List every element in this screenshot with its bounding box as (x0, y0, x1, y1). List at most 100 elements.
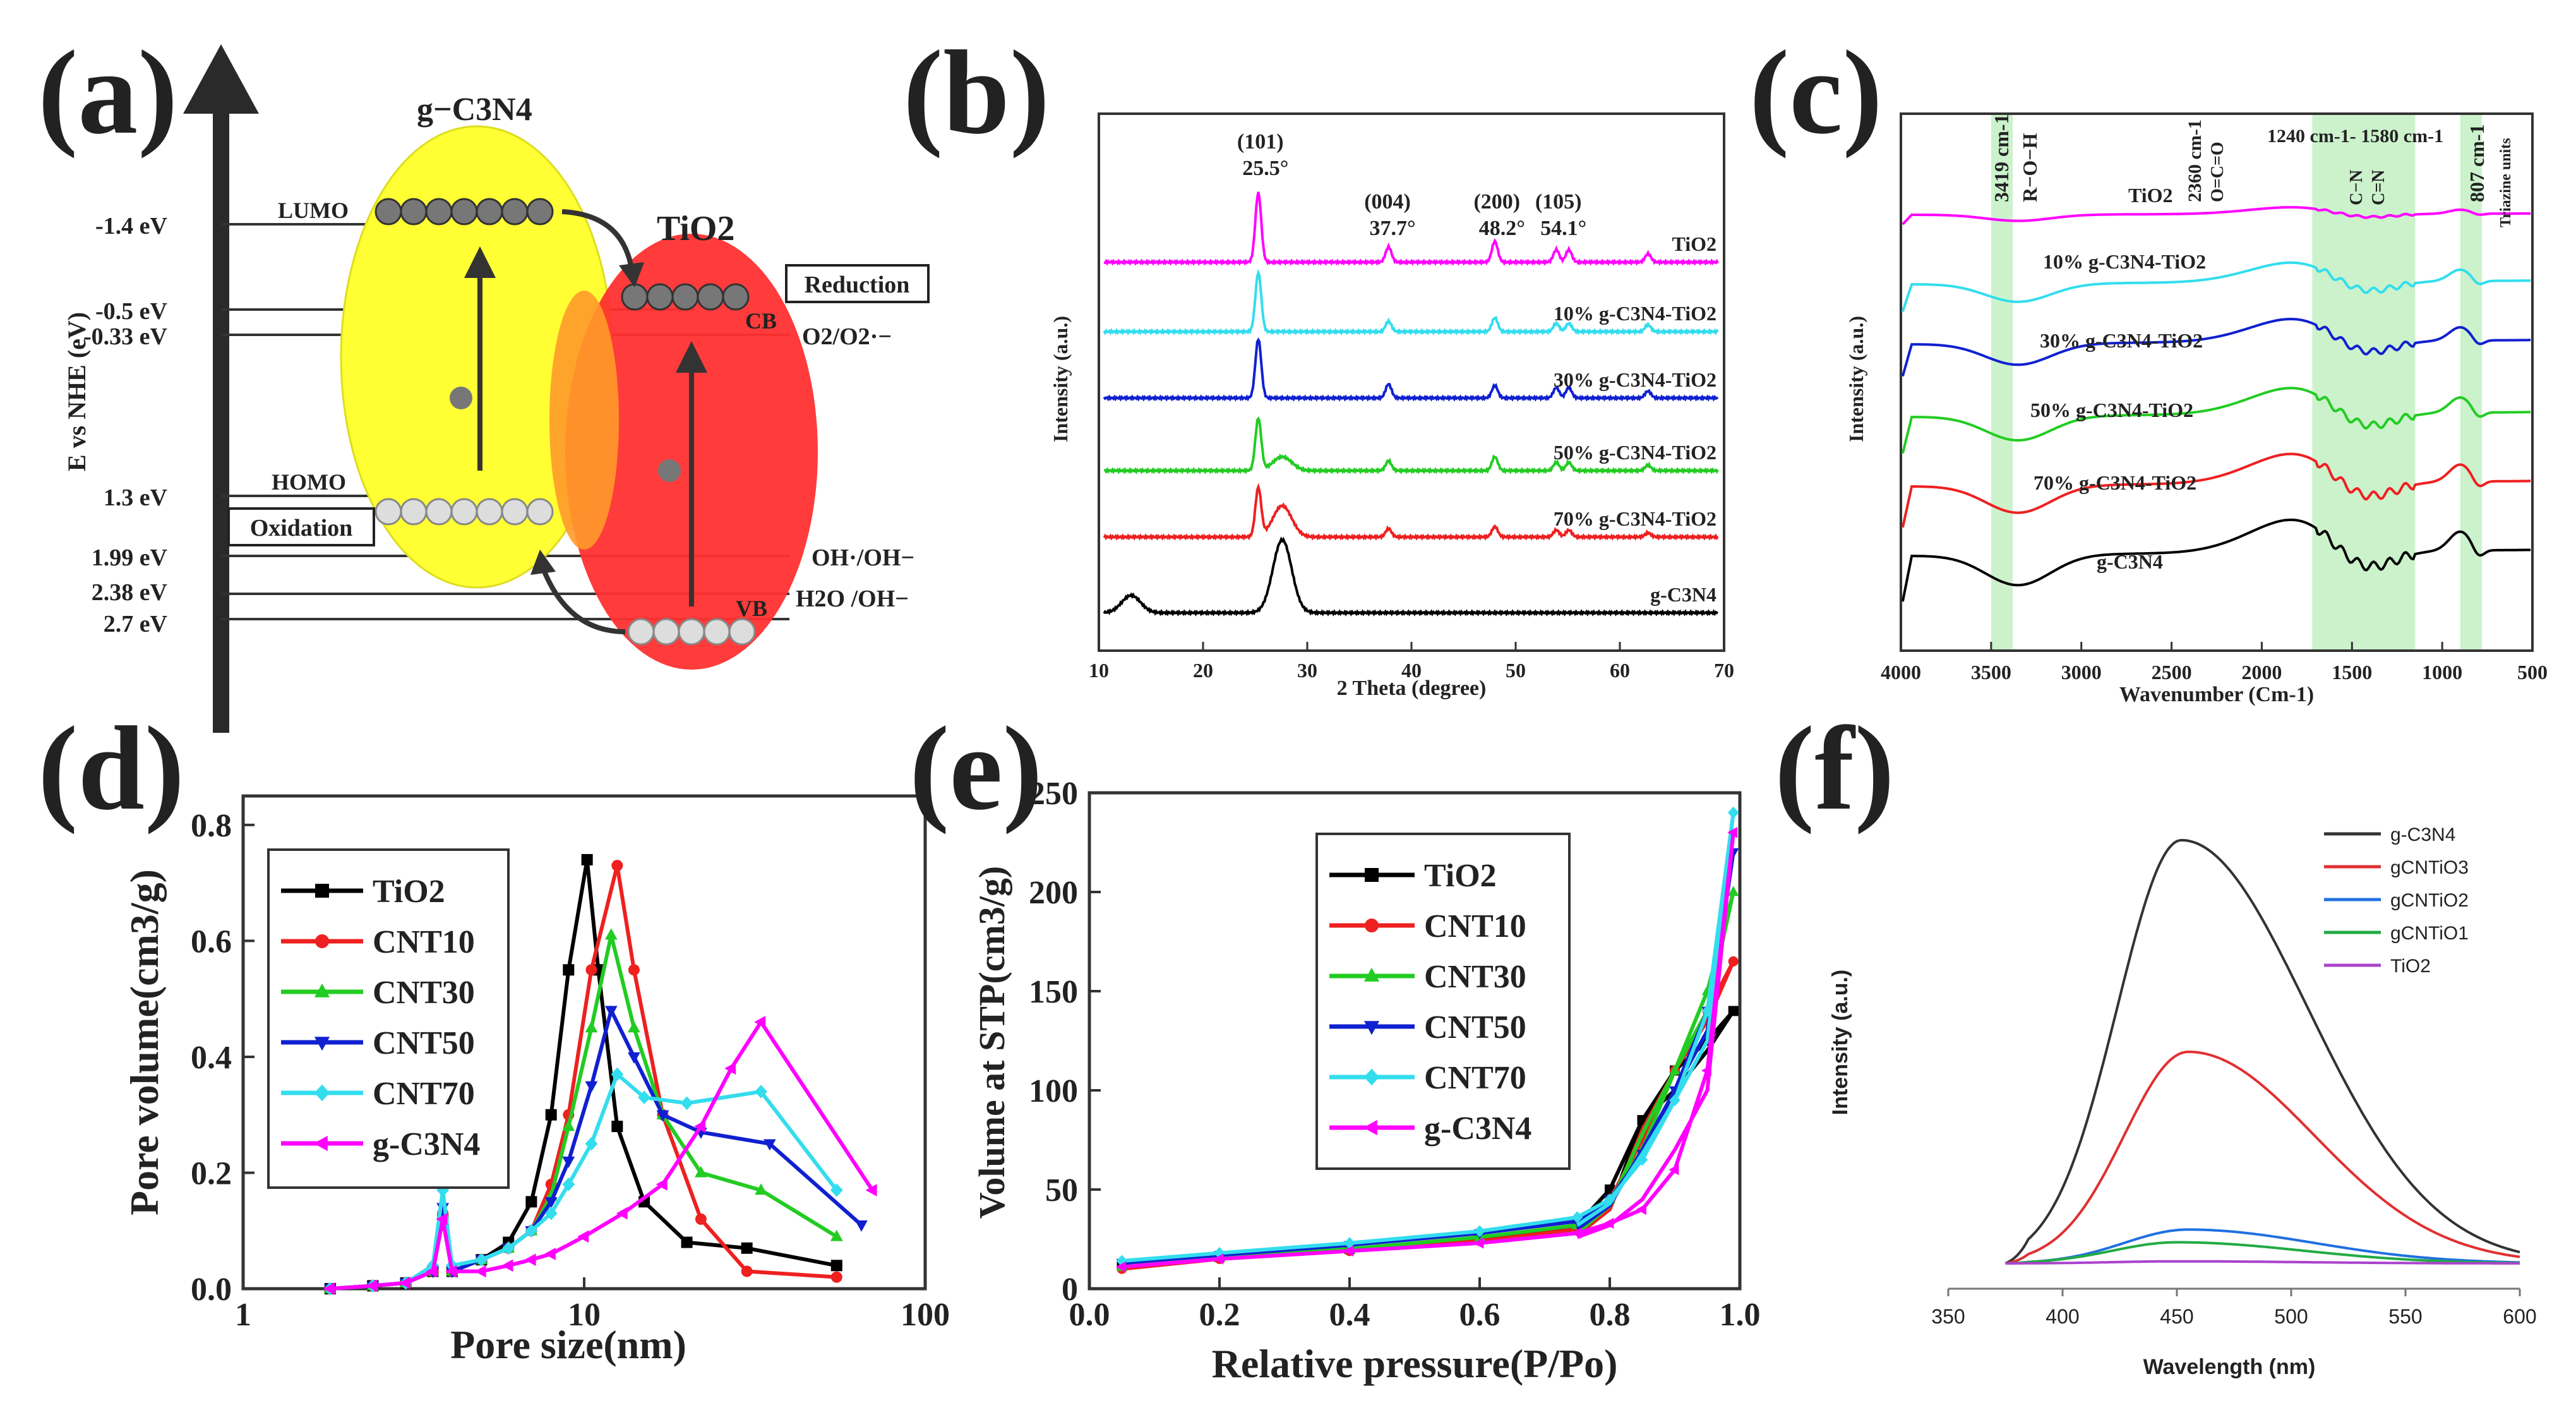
isotherm-point (1668, 1164, 1679, 1176)
y-tick-label: 0.4 (191, 1040, 232, 1076)
ftir-series-line (1901, 387, 2531, 454)
gcn-center-dot (450, 387, 472, 409)
ftir-series-line (1901, 518, 2531, 602)
x-tick-label: 500 (2274, 1305, 2308, 1328)
panel-b-series (1103, 191, 1719, 617)
band-label: 807 cm-1 (2465, 124, 2488, 202)
x-tick-label: 450 (2160, 1305, 2193, 1328)
legend-marker (1363, 1119, 1377, 1136)
y-tick-label: 0 (1062, 1272, 1078, 1308)
isotherm-point (1571, 1211, 1583, 1224)
ftir-series-line (1902, 206, 2531, 226)
ftir-series-label: 70% g-C3N4-TiO2 (2034, 471, 2196, 494)
pore-point (695, 1213, 707, 1225)
isotherm-point (1604, 1193, 1615, 1206)
isotherm-point (1571, 1227, 1581, 1239)
panel-f: (f) 350 400 450 500 550 600 g-C3N4 gCNTiO3 gCNT… (1775, 702, 2537, 1379)
reduction-box (785, 264, 930, 303)
legend-label: TiO2 (373, 874, 445, 910)
annotation-triazine: Triazine units (2498, 138, 2514, 227)
panel-b-series-labels: TiO2 10% g-C3N4-TiO2 30% g-C3N4-TiO2 50% g-… (1554, 232, 1716, 606)
xrd-series-label: 30% g-C3N4-TiO2 (1554, 368, 1716, 391)
panel-f-legend: g-C3N4 gCNTiO3 gCNTiO2 gCNTiO1 TiO2 (2324, 824, 2469, 977)
panel-d-ylabel: Pore volume(cm3/g) (122, 869, 167, 1215)
isotherm-point (1701, 1064, 1711, 1076)
panel-b-x-ticks: 10 20 30 40 50 60 70 (1089, 642, 1734, 682)
panel-c-series (1901, 206, 2531, 602)
panel-c: (c) 4000 3500 3000 2500 2000 1500 1000 500 TiO2… (1749, 27, 2548, 706)
x-tick-label: 0.6 (1459, 1297, 1501, 1333)
peak-angle-label: 54.1° (1540, 217, 1586, 240)
x-tick-label: 1.0 (1720, 1297, 1761, 1333)
legend-marker (1363, 1021, 1380, 1035)
panel-e-ticks: 0.0 0.2 0.4 0.6 0.8 1.0 0 50 100 150 200 250 (1029, 776, 1761, 1333)
isotherm-point (1669, 1064, 1680, 1075)
legend-marker (314, 1037, 330, 1051)
xrd-series-label: 70% g-C3N4-TiO2 (1554, 507, 1716, 530)
gcn-excitation-arrowhead (464, 246, 496, 278)
pore-point (585, 1081, 598, 1093)
panel-c-plot-frame (1900, 112, 2534, 652)
pore-point (436, 1212, 448, 1226)
annotation-roh: R−O−H (2018, 133, 2041, 202)
pore-point (398, 1276, 410, 1289)
band-label: 1240 cm-1- 1580 cm-1 (2267, 126, 2443, 147)
x-tick-label: 4000 (1881, 661, 1921, 684)
oxidation-label: Oxidation (250, 515, 353, 541)
legend-label: CNT30 (373, 975, 475, 1011)
panel-c-series-labels: TiO2 10% g-C3N4-TiO2 30% g-C3N4-TiO2 50% g-… (2030, 184, 2206, 573)
pore-point (501, 1259, 513, 1272)
isotherm-point (1343, 1245, 1354, 1257)
x-tick-label: 1500 (2332, 661, 2372, 684)
cb-label: CB (745, 308, 777, 334)
peak-angle-label: 48.2° (1479, 217, 1525, 240)
panel-e-legend: TiO2 CNT10 CNT30 CNT50 CNT70 g-C3N4 (1329, 858, 1531, 1147)
x-tick-label: 0.2 (1199, 1297, 1240, 1333)
x-tick-label: 0.8 (1590, 1297, 1631, 1333)
vb-holes (627, 618, 756, 646)
energy-level-labels: -1.4 eV -0.5 eV -0.33 eV 1.3 eV 1.99 eV … (83, 213, 168, 637)
pore-point (562, 1119, 575, 1131)
x-tick-label: 3000 (2061, 661, 2102, 684)
x-tick-label: 500 (2517, 661, 2548, 684)
pore-point (638, 1090, 650, 1104)
pore-point (544, 1248, 556, 1260)
panel-d-legend: TiO2 CNT10 CNT30 CNT50 CNT70 g-C3N4 (281, 874, 480, 1162)
pl-series-line (2005, 1241, 2520, 1265)
hole-transfer-arrowhead (530, 550, 556, 575)
panel-c-letter: (c) (1749, 27, 1883, 159)
panel-b-letter: (b) (903, 27, 1050, 159)
level-label: 2.7 eV (104, 611, 168, 637)
x-tick-label: 0.0 (1069, 1297, 1110, 1333)
pore-point (581, 853, 593, 865)
pore-point (628, 964, 640, 976)
pore-point (830, 1183, 843, 1197)
x-tick-label: 10 (1089, 659, 1109, 682)
annotation-oco: O=C=O (2208, 142, 2227, 202)
pore-point (562, 1156, 575, 1168)
electron-transfer-arrowhead (619, 262, 644, 287)
isotherm-point (1214, 1246, 1225, 1260)
pore-point (426, 1265, 438, 1278)
panel-f-series (2004, 838, 2520, 1265)
peak-angle-label: 25.5° (1242, 157, 1288, 180)
legend-label: CNT10 (373, 924, 475, 960)
legend-label: g-C3N4 (2390, 824, 2455, 845)
panel-f-ticks: 350 400 450 500 550 600 (1931, 1289, 2537, 1328)
pore-point (524, 1253, 536, 1267)
pore-point (445, 1265, 457, 1278)
x-tick-label: 60 (1610, 659, 1630, 682)
panel-c-x-ticks: 4000 3500 3000 2500 2000 1500 1000 500 (1881, 642, 2548, 684)
y-tick-label: 250 (1029, 776, 1078, 812)
xrd-series-line (1103, 536, 1718, 617)
ftir-band (2460, 115, 2482, 649)
legend-label: CNT30 (1424, 959, 1526, 995)
ftir-band (1991, 115, 2013, 649)
peak-hkl-label: (200) (1473, 190, 1520, 214)
level-label: -0.33 eV (83, 323, 168, 350)
pore-point (755, 1085, 767, 1099)
pore-point (695, 1166, 707, 1178)
pore-point (680, 1096, 693, 1111)
legend-label: CNT10 (1424, 908, 1526, 944)
